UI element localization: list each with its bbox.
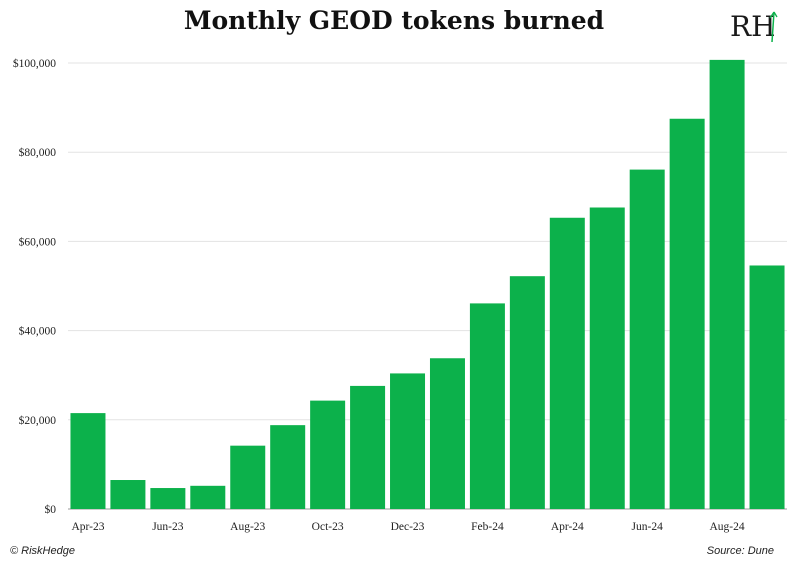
svg-text:RH: RH (730, 10, 776, 43)
bar-aug-23 (230, 445, 266, 509)
bar-may-23 (110, 480, 146, 509)
y-tick-label: $100,000 (13, 57, 56, 70)
bar-aug-24 (709, 59, 745, 510)
footer-brand: © RiskHedge (10, 545, 75, 557)
bar-jul-24 (669, 118, 705, 509)
x-tick-label: Oct-23 (312, 521, 344, 533)
y-tick-label: $60,000 (19, 235, 57, 248)
bar-sep-24 (749, 265, 785, 509)
bar-jun-24 (629, 169, 665, 509)
bar-apr-24 (549, 217, 585, 509)
bar-jun-23 (150, 488, 186, 509)
bar-sep-23 (270, 425, 306, 509)
chart-title: Monthly GEOD tokens burned (183, 6, 605, 35)
x-tick-label: Aug-23 (230, 521, 265, 533)
x-tick-label: Aug-24 (710, 521, 745, 533)
x-tick-label: Jun-24 (632, 521, 664, 533)
footer-source: Source: Dune (706, 545, 774, 557)
x-tick-label: Feb-24 (471, 521, 504, 533)
y-tick-label: $20,000 (19, 414, 57, 427)
bar-apr-23 (70, 413, 106, 509)
x-tick-label: Dec-23 (391, 521, 425, 533)
y-tick-label: $80,000 (19, 146, 57, 159)
x-tick-label: Jun-23 (152, 521, 184, 533)
x-tick-label: Apr-24 (551, 521, 584, 533)
bar-may-24 (589, 207, 625, 509)
bar-oct-23 (310, 400, 346, 509)
riskhedge-logo: RH (730, 10, 778, 43)
y-tick-label: $0 (45, 503, 57, 516)
x-tick-label: Apr-23 (71, 521, 104, 533)
bar-jul-23 (190, 485, 226, 509)
bar-mar-24 (509, 276, 545, 509)
bar-feb-24 (469, 303, 505, 509)
bar-jan-24 (429, 358, 465, 509)
bar-nov-23 (350, 385, 386, 509)
bar-dec-23 (390, 373, 426, 509)
y-tick-label: $40,000 (19, 325, 57, 338)
